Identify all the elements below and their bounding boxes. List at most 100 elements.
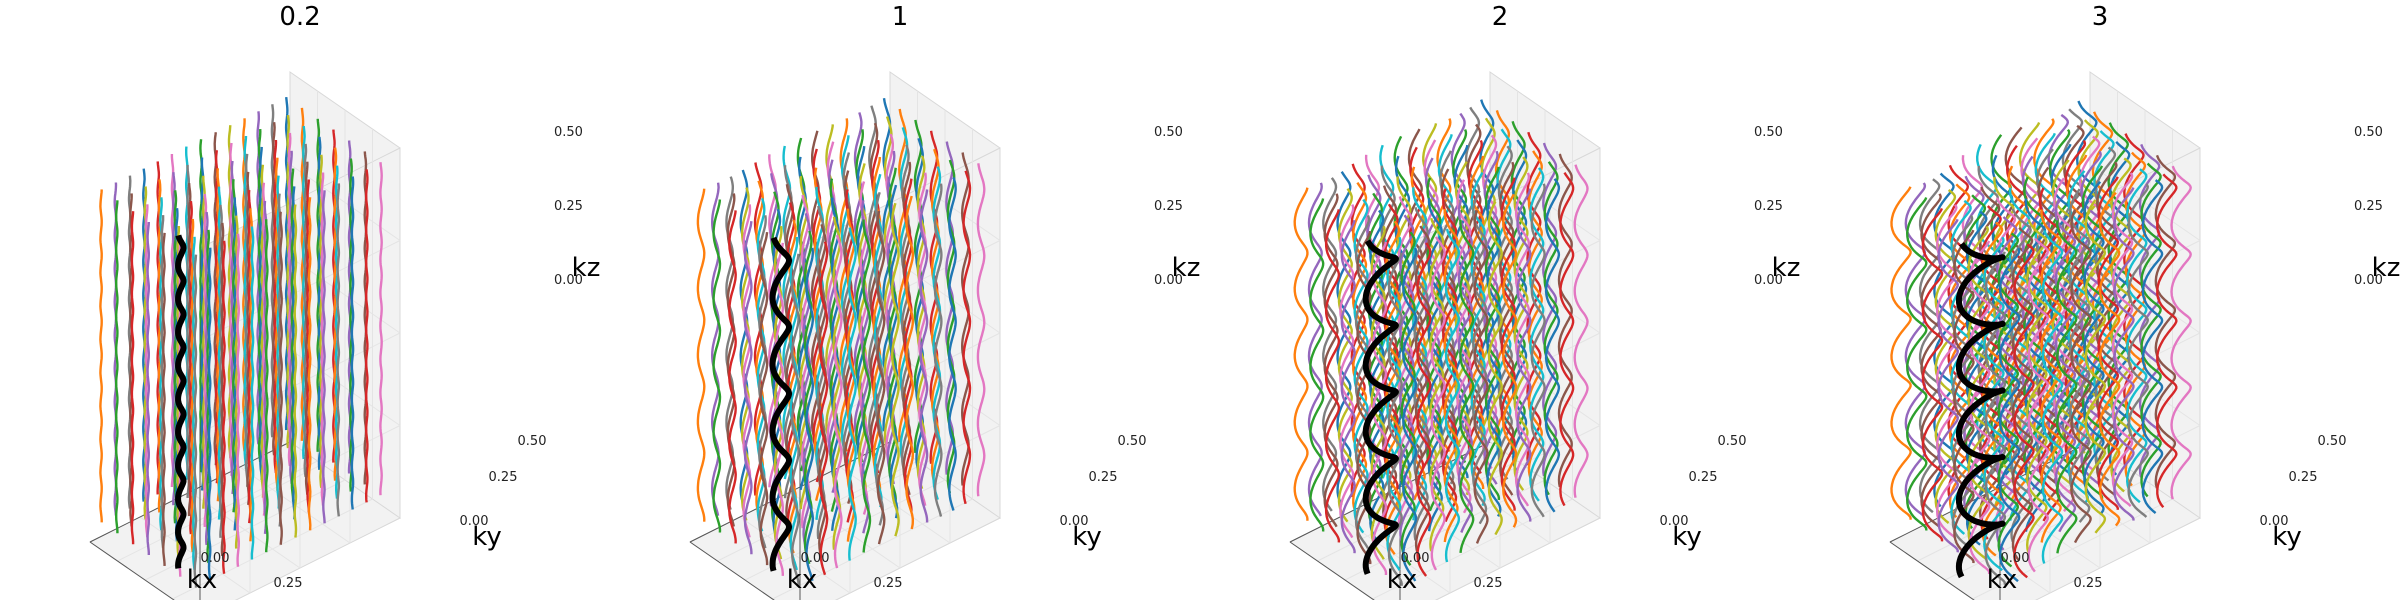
helix-line [2041,230,2064,564]
x-tick-label: 0.00 [2001,551,2030,566]
z-tick-label: 0.50 [554,125,583,140]
z-tick-label: 0.25 [1754,199,1783,214]
helix-line [2054,198,2077,533]
helix-line [365,169,369,503]
helix-line [2127,183,2149,518]
helix-line [2027,237,2050,573]
z-tick-label: 0.50 [2354,125,2383,140]
helix-line [888,167,897,501]
helix-line [1543,161,1559,496]
z-tick-label: 0.50 [1754,125,1783,140]
helix-line [2007,165,2030,500]
axis-line [689,541,775,600]
helix-line [861,200,870,534]
helix-line [130,211,135,545]
grid-line [739,516,851,594]
helix-line [250,226,255,560]
helix-line [1573,164,1589,498]
helix-line [862,219,872,553]
helix-line [1459,219,1475,554]
helix-line [1948,183,1971,519]
y-axis-label: ky [472,522,502,552]
helix-line [1983,236,2005,572]
chart-svg-2: 1 0.00 0.25 0.00 0.25 0.50 0.00 0.25 0.5… [689,2,1201,600]
helix-line [1487,201,1503,536]
helix-line [1905,197,1928,531]
helix-line [146,221,151,555]
helix-line [1933,172,1955,508]
chart-panel-2: 1 0.00 0.25 0.00 0.25 0.50 0.00 0.25 0.5… [600,0,1200,600]
helix-line [2084,199,2107,534]
helix-line [1309,198,1325,532]
x-tick-label: 0.25 [2074,576,2103,591]
helix-line [1953,229,1975,564]
helix-line [2070,209,2092,544]
helix-line [905,195,914,530]
helix-line [2126,168,2148,504]
helix-line [2093,130,2115,465]
z-tick-label: 0.00 [1154,273,1183,288]
helix-line [2013,243,2035,579]
helix-line [2113,187,2135,521]
helix-line [2066,154,2088,489]
helix-line [818,223,827,558]
helix-line [2025,219,2048,553]
grid-line [772,498,973,600]
y-tick-label: 0.50 [1718,434,1747,449]
y-tick-label: 0.50 [518,434,547,449]
x-axis-label: kx [187,565,217,595]
z-axis-label: kz [1772,253,1801,283]
helix-line [293,204,298,538]
helix-line [1998,247,2021,583]
helix-line [1516,188,1532,522]
helix-line [2050,143,2072,478]
x-axis-label: kx [1987,565,2017,595]
helix-line [845,189,855,523]
chart-title: 2 [1492,2,1509,32]
grid-line [1972,498,2173,600]
helix-line [931,148,940,483]
helix-line [2077,119,2099,454]
z-axis-label: kz [1172,253,1201,283]
helix-line [1402,247,1418,582]
helix-line [728,210,737,544]
y-tick-label: 0.25 [489,470,518,485]
highlighted-helix [1955,242,2006,579]
helix-line [1414,225,1431,560]
helix-line [805,247,815,582]
helix-line [2081,165,2104,499]
helix-line [222,240,226,574]
helix-line [2141,179,2164,515]
helix-line [1921,207,1944,542]
z-tick-label: 0.25 [554,199,583,214]
helix-line [976,163,986,497]
y-tick-label: 0.00 [2260,514,2289,529]
helix-line [1457,199,1473,533]
y-tick-label: 0.25 [2289,470,2318,485]
z-tick-label: 0.50 [1154,125,1183,140]
helix-line [265,219,269,553]
helix-line [2038,187,2061,522]
chart-panel-1: 0.2 0.00 0.25 0.00 0.25 0.50 0.00 0.25 0… [0,0,600,600]
helix-line [833,234,843,569]
z-tick-label: 0.25 [2354,199,2383,214]
helix-line [1967,225,1990,561]
helix-line [2083,180,2105,516]
helix-line [2111,172,2134,507]
z-tick-label: 0.00 [1754,273,1783,288]
z-tick-label: 0.00 [554,273,583,288]
helix-line [1544,178,1561,513]
helix-line [2097,176,2119,510]
helix-line [1399,214,1415,549]
helix-line [307,197,312,531]
helix-line [1473,210,1489,544]
highlight-helix-line [1362,239,1399,575]
helix-line [1995,216,2018,551]
z-tick-label: 0.00 [2354,273,2383,288]
helix-line [1324,209,1341,543]
helix-line [2098,191,2121,527]
highlighted-helix [175,234,187,570]
helix-line [790,253,800,587]
helix-curves [99,96,383,588]
z-axis-label: kz [2372,253,2400,283]
